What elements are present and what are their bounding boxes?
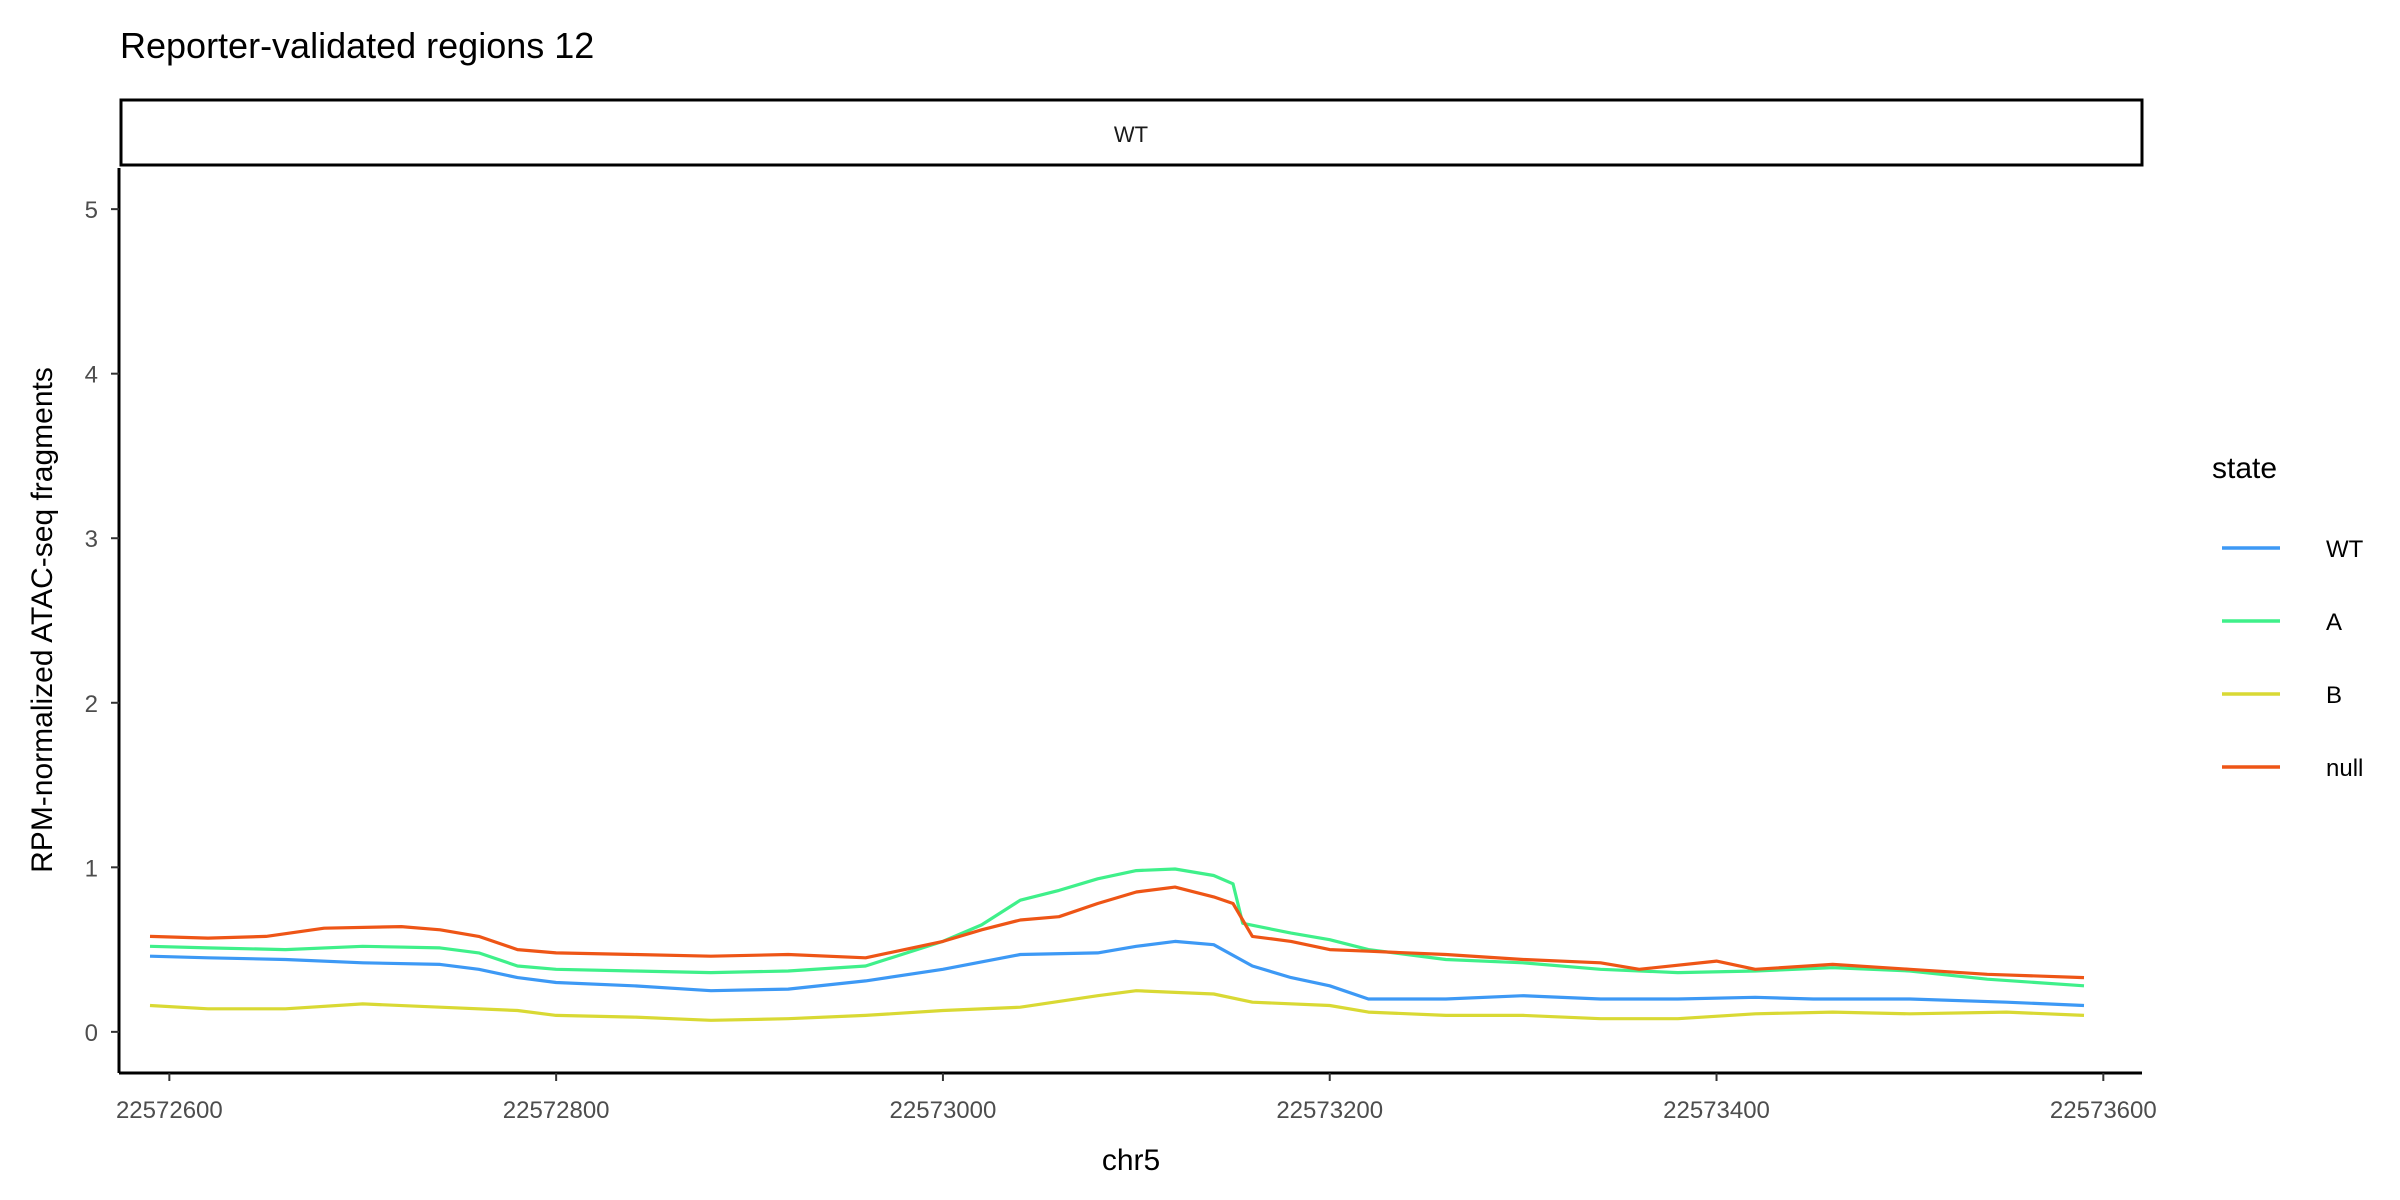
legend-title: state [2212,452,2277,485]
series-line-WT [149,939,2085,1008]
y-axis-ticks: 0 1 2 3 4 5 [85,197,119,1047]
y-axis-title: RPM-normalized ATAC-seq fragments [26,367,59,873]
legend-label-A: A [2326,609,2342,636]
x-axis-title: chr5 [1102,1144,1160,1177]
y-tick-label: 1 [85,855,98,882]
facet-strip [119,98,2144,167]
chart-title: Reporter-validated regions 12 [120,25,594,66]
y-tick-label: 0 [85,1020,98,1047]
x-tick-label: 22573600 [2050,1097,2157,1124]
plot-area [149,867,2085,1022]
y-tick-label: 2 [85,691,98,718]
x-axis-ticks: 22572600 22572800 22573000 22573200 22573400… [116,1073,2157,1124]
x-tick-label: 22572600 [116,1097,223,1124]
y-tick-label: 5 [85,197,98,224]
y-tick-label: 4 [85,362,98,389]
legend-label-null: null [2326,755,2363,782]
series-line-null [149,885,2085,980]
x-tick-label: 22573400 [1663,1097,1770,1124]
x-tick-label: 22573000 [890,1097,997,1124]
legend-label-B: B [2326,682,2342,709]
series-line-B [149,989,2085,1022]
legend-label-WT: WT [2326,536,2364,563]
facet-strip-label: WT [1114,122,1148,147]
series-line-A [149,867,2085,988]
y-tick-label: 3 [85,526,98,553]
x-tick-label: 22572800 [503,1097,610,1124]
x-tick-label: 22573200 [1276,1097,1383,1124]
